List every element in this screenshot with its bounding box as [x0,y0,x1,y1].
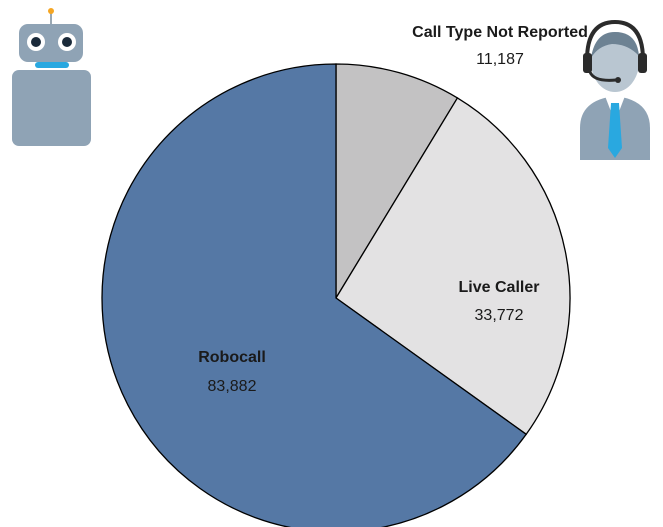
slice-label-live-caller-name: Live Caller [459,279,540,296]
slice-label-group-not-reported: Call Type Not Reported 11,187 [412,24,588,68]
pie-slices [101,63,571,527]
slice-label-group-live-caller: Live Caller 33,772 [459,279,540,324]
slice-label-live-caller-value: 33,772 [475,307,524,324]
slice-live-caller [335,97,571,436]
slice-not-reported [335,63,459,301]
headset-agent-icon [580,19,650,160]
slice-robocall [101,63,528,527]
slice-label-group-robocall: Robocall 83,882 [198,349,266,395]
slice-label-robocall-name: Robocall [198,349,266,366]
slice-label-not-reported-name: Call Type Not Reported [412,24,588,41]
slice-label-robocall-value: 83,882 [208,378,257,395]
robot-icon [12,8,91,146]
slice-label-not-reported-value: 11,187 [476,51,524,68]
